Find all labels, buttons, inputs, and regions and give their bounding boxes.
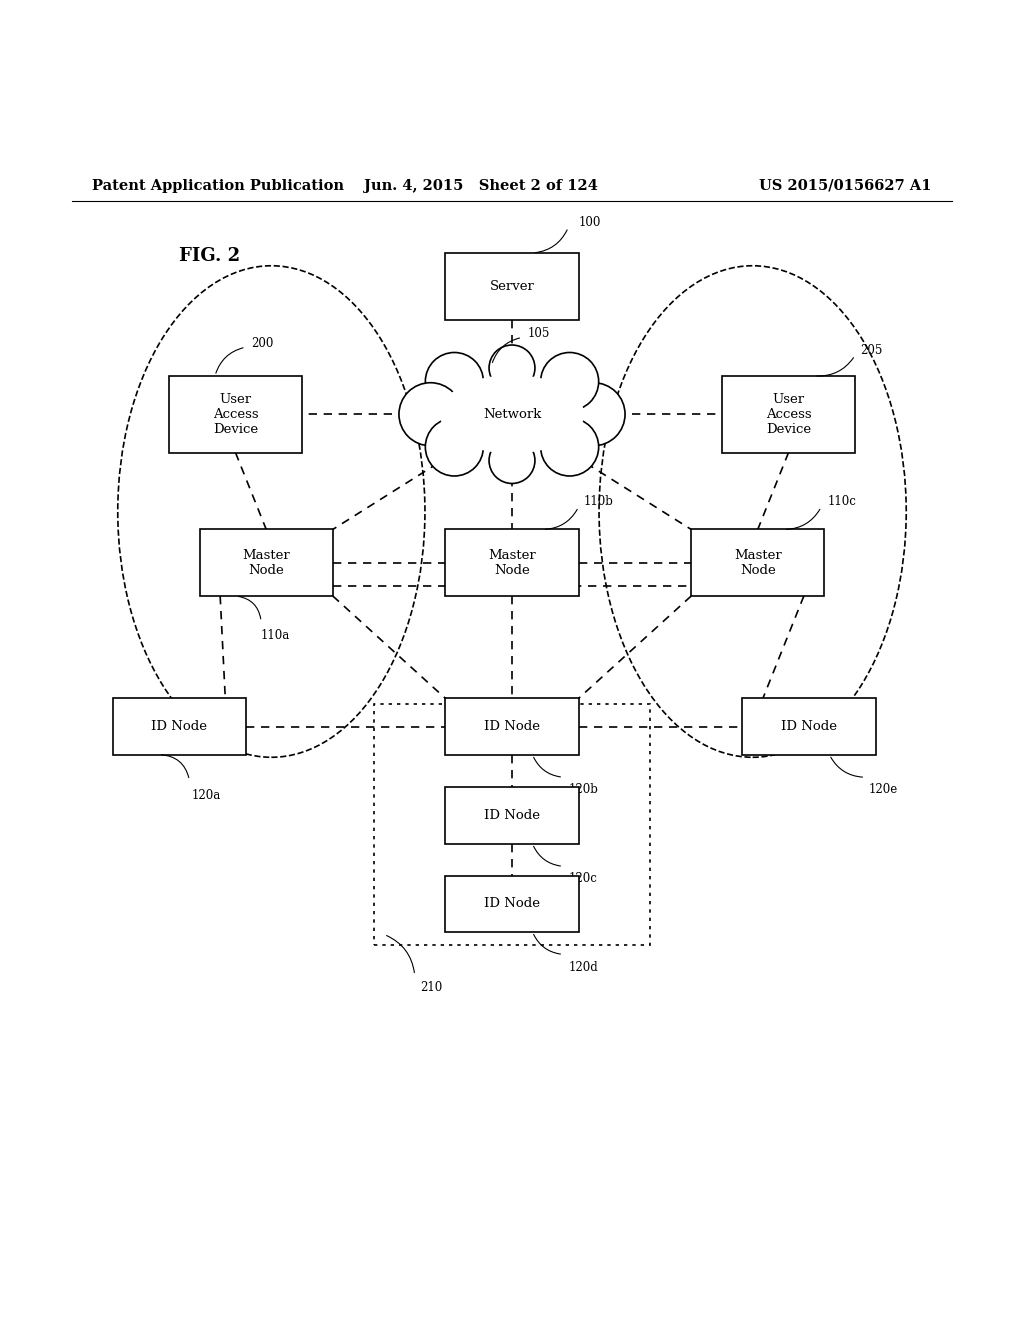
Text: Master
Node: Master Node [734, 549, 781, 577]
FancyBboxPatch shape [445, 253, 579, 319]
FancyBboxPatch shape [200, 529, 333, 597]
Circle shape [541, 418, 599, 477]
FancyBboxPatch shape [445, 698, 579, 755]
Text: 110a: 110a [261, 628, 291, 642]
Circle shape [425, 352, 483, 411]
Text: 100: 100 [579, 215, 601, 228]
Text: 110b: 110b [584, 495, 613, 508]
Text: ID Node: ID Node [484, 721, 540, 733]
Text: US 2015/0156627 A1: US 2015/0156627 A1 [760, 180, 932, 193]
FancyBboxPatch shape [445, 529, 579, 597]
Text: 205: 205 [860, 343, 883, 356]
FancyBboxPatch shape [445, 788, 579, 843]
Text: 120e: 120e [868, 783, 898, 796]
Text: ID Node: ID Node [781, 721, 837, 733]
Text: 120a: 120a [191, 788, 221, 801]
FancyBboxPatch shape [113, 698, 246, 755]
Text: ID Node: ID Node [484, 898, 540, 911]
FancyBboxPatch shape [169, 376, 302, 453]
Text: 105: 105 [527, 327, 550, 339]
Text: 120b: 120b [568, 783, 598, 796]
Text: ID Node: ID Node [152, 721, 207, 733]
Text: Master
Node: Master Node [243, 549, 290, 577]
Text: User
Access
Device: User Access Device [766, 393, 811, 436]
Text: 110c: 110c [827, 495, 856, 508]
Text: Network: Network [482, 408, 542, 421]
Text: User
Access
Device: User Access Device [213, 393, 258, 436]
Circle shape [425, 418, 483, 477]
FancyBboxPatch shape [691, 529, 824, 597]
Circle shape [489, 345, 535, 391]
Text: 200: 200 [251, 337, 273, 350]
Text: Patent Application Publication: Patent Application Publication [92, 180, 344, 193]
Circle shape [541, 352, 599, 411]
Circle shape [399, 383, 462, 446]
Text: FIG. 2: FIG. 2 [179, 247, 241, 264]
FancyBboxPatch shape [445, 875, 579, 932]
FancyBboxPatch shape [722, 376, 855, 453]
Text: 210: 210 [420, 981, 442, 994]
FancyBboxPatch shape [742, 698, 876, 755]
Circle shape [489, 438, 535, 483]
Text: ID Node: ID Node [484, 809, 540, 822]
Text: 120d: 120d [568, 961, 598, 974]
Text: Jun. 4, 2015   Sheet 2 of 124: Jun. 4, 2015 Sheet 2 of 124 [365, 180, 598, 193]
Text: Master
Node: Master Node [488, 549, 536, 577]
Text: Server: Server [489, 280, 535, 293]
Text: 120c: 120c [568, 873, 597, 886]
Ellipse shape [440, 375, 584, 454]
Circle shape [562, 383, 625, 446]
